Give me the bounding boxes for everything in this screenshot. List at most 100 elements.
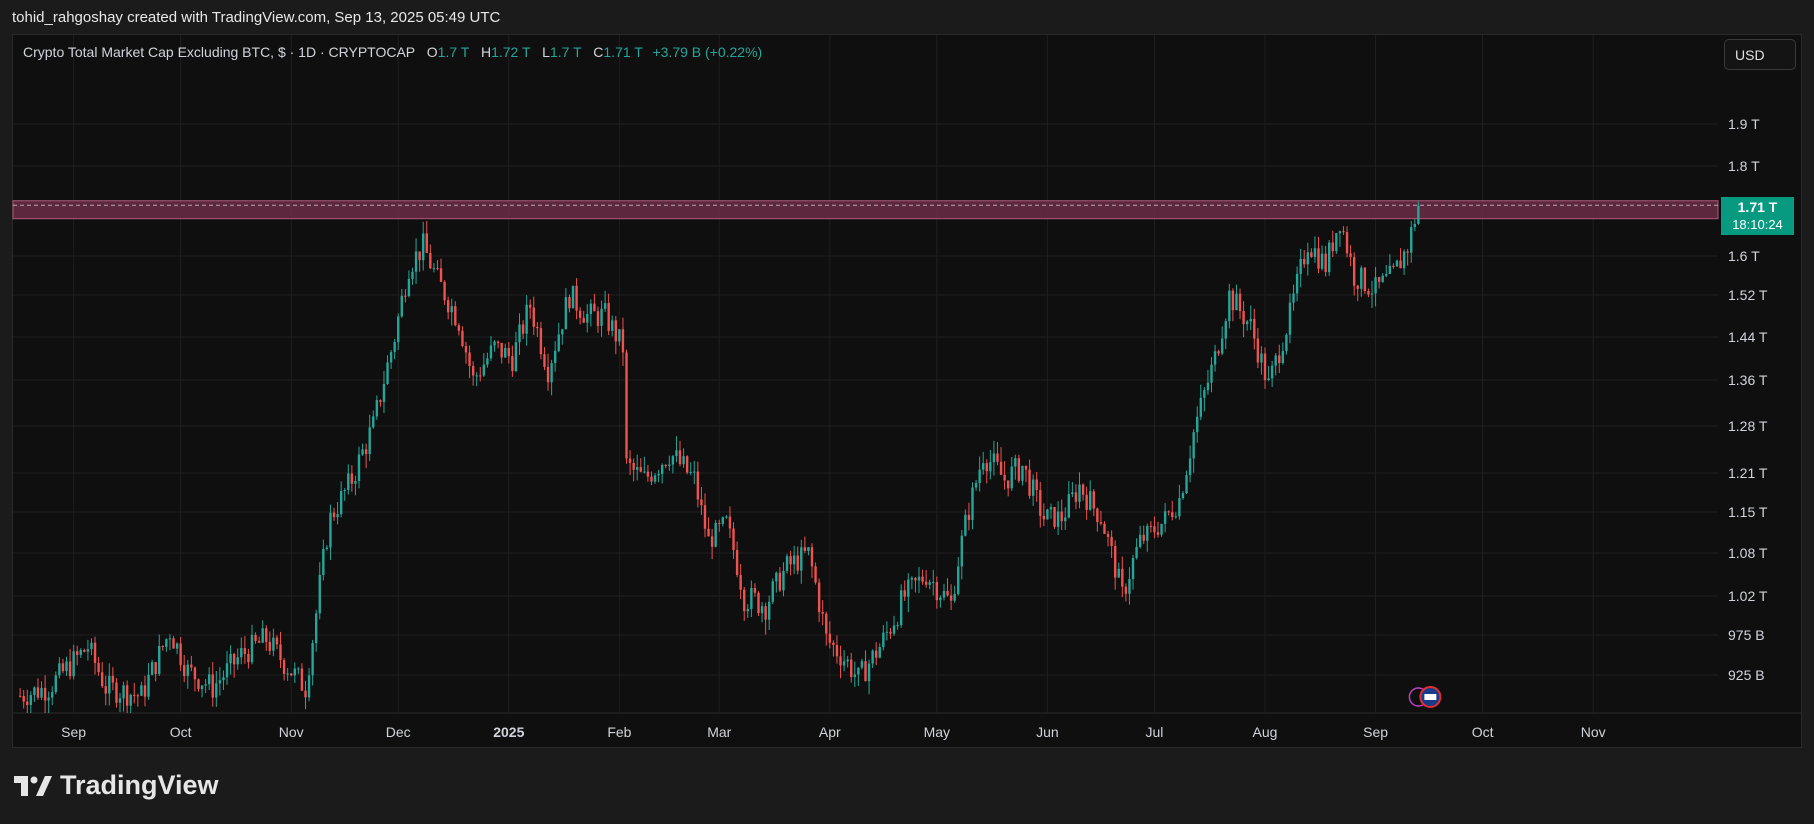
y-tick-label: 1.28 T <box>1728 418 1768 434</box>
candle-body <box>293 668 296 676</box>
candle-body <box>133 694 136 696</box>
x-tick-label: Sep <box>1363 724 1388 740</box>
candle-body <box>389 352 393 363</box>
candle-body <box>1367 291 1370 295</box>
currency-button[interactable]: USD <box>1724 39 1796 70</box>
candle-body <box>461 330 464 346</box>
x-tick-label: Aug <box>1253 724 1278 740</box>
candle-body <box>867 663 871 682</box>
symbol-title[interactable]: Crypto Total Market Cap Excluding BTC, $… <box>23 44 415 60</box>
candle-body <box>700 499 703 506</box>
candle-body <box>1042 515 1046 520</box>
candle-body <box>368 427 371 455</box>
candle-body <box>1278 355 1281 364</box>
candle-body <box>343 489 346 492</box>
tradingview-logo[interactable]: TradingView <box>14 770 219 801</box>
candle-body <box>839 656 842 666</box>
y-tick-label: 1.9 T <box>1728 116 1760 132</box>
candle-body <box>1067 494 1071 518</box>
candle-body <box>850 659 853 677</box>
candle-body <box>1352 257 1356 286</box>
candle-body <box>286 673 289 675</box>
y-tick-label: 1.15 T <box>1728 504 1768 520</box>
candle-body <box>222 677 225 681</box>
candle-body <box>397 316 400 343</box>
candle-body <box>379 400 382 402</box>
low-label: L <box>542 44 550 60</box>
candle-body <box>825 613 828 634</box>
x-tick-label: Mar <box>707 724 731 740</box>
y-tick-label: 1.44 T <box>1728 329 1768 345</box>
candle-body <box>29 695 33 706</box>
candle-body <box>1024 465 1028 470</box>
candle-body <box>917 576 921 581</box>
candle-body <box>1349 253 1352 258</box>
candle-body <box>1188 458 1192 476</box>
x-tick-label: Jun <box>1036 724 1059 740</box>
candle-body <box>1228 290 1231 322</box>
candle-body <box>471 365 475 376</box>
candle-body <box>225 663 229 678</box>
candle-body <box>746 608 749 612</box>
candle-body <box>1281 351 1285 364</box>
candle-body <box>1310 252 1313 257</box>
candle-body <box>957 566 960 594</box>
candle-body <box>750 587 753 609</box>
candle-body <box>51 691 54 698</box>
candle-body <box>464 345 468 353</box>
candle-body <box>678 450 682 465</box>
candle-body <box>240 648 243 658</box>
candle-body <box>1335 233 1338 252</box>
candle-body <box>1089 491 1092 510</box>
candle-body <box>885 631 889 633</box>
candle-body <box>1178 498 1181 517</box>
candle-body <box>1153 526 1156 533</box>
candle-body <box>329 512 332 548</box>
candle-body <box>257 640 261 643</box>
candle-body <box>122 685 125 699</box>
candle-body <box>942 590 946 598</box>
candle-body <box>218 680 222 684</box>
candle-body <box>571 285 575 309</box>
candle-body <box>853 674 856 677</box>
x-tick-label: Nov <box>1581 724 1606 740</box>
close-value: 1.71 T <box>603 44 643 60</box>
candle-body <box>857 667 860 675</box>
candle-body <box>714 522 717 547</box>
candle-body <box>782 570 785 591</box>
candle-body <box>186 664 189 676</box>
y-tick-label: 1.8 T <box>1728 158 1760 174</box>
candle-body <box>1103 523 1106 534</box>
candle-body <box>1324 253 1327 272</box>
change-value: +3.79 B (+0.22%) <box>652 44 763 60</box>
candle-body <box>243 648 247 654</box>
candle-body <box>150 662 154 675</box>
resistance-zone-box <box>12 200 1719 220</box>
candle-body <box>1203 390 1206 398</box>
candle-body <box>1245 321 1249 325</box>
candle-body <box>1049 507 1053 510</box>
candle-body <box>621 329 625 353</box>
candle-body <box>229 653 232 664</box>
candle-body <box>375 400 379 417</box>
candle-body <box>1260 353 1263 363</box>
candle-body <box>90 642 93 650</box>
candle-body <box>357 454 361 482</box>
candle-body <box>796 555 799 571</box>
candle-body <box>693 471 696 473</box>
candle-body <box>1377 277 1381 282</box>
candle-body <box>275 637 279 645</box>
y-tick-label: 925 B <box>1728 667 1765 683</box>
candle-body <box>803 547 807 551</box>
candle-body <box>1128 579 1131 594</box>
candle-body <box>889 631 892 634</box>
candle-body <box>882 632 885 648</box>
candle-body <box>664 464 667 466</box>
chart-panel[interactable] <box>12 34 1802 748</box>
candle-body <box>1224 321 1227 339</box>
candle-body <box>767 601 771 620</box>
candle-body <box>250 634 254 663</box>
candle-body <box>1253 318 1256 339</box>
candle-body <box>1156 532 1160 535</box>
